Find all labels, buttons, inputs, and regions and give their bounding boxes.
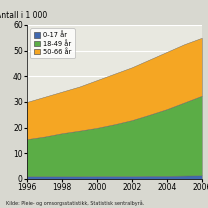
Text: Antall i 1 000: Antall i 1 000 (0, 11, 47, 20)
Text: Kilde: Pleie- og omsorgsstatistikk, Statistisk sentralbyrå.: Kilde: Pleie- og omsorgsstatistikk, Stat… (6, 200, 145, 206)
Legend: 0-17 år, 18-49 år, 50-66 år: 0-17 år, 18-49 år, 50-66 år (30, 28, 75, 58)
